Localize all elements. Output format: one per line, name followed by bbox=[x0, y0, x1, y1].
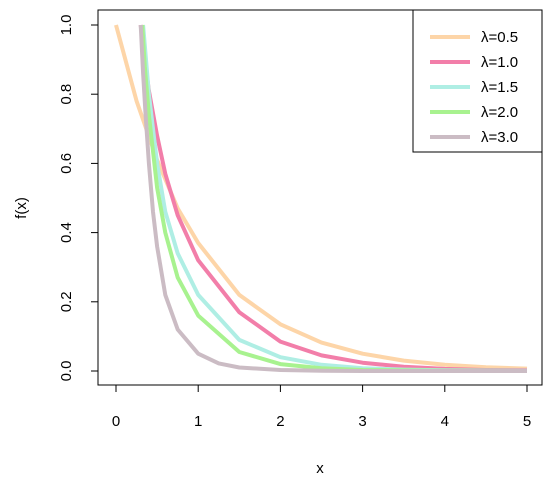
y-tick-label: 0.0 bbox=[58, 361, 75, 382]
y-tick-label: 0.8 bbox=[58, 84, 75, 105]
y-axis-title: f(x) bbox=[13, 197, 30, 219]
legend-label-2: λ=1.0 bbox=[481, 54, 518, 71]
legend-box bbox=[412, 9, 543, 153]
y-tick-label: 0.6 bbox=[58, 153, 75, 174]
y-tick-label: 1.0 bbox=[58, 15, 75, 36]
legend-label-4: λ=2.0 bbox=[481, 104, 518, 121]
x-tick-label: 2 bbox=[276, 413, 284, 430]
legend-label-5: λ=3.0 bbox=[481, 129, 518, 146]
y-tick-label: 0.2 bbox=[58, 291, 75, 312]
x-tick-label: 0 bbox=[112, 413, 120, 430]
x-tick-label: 4 bbox=[441, 413, 449, 430]
x-tick-label: 3 bbox=[358, 413, 366, 430]
axes: 0 1 2 3 4 5 0.0 0.2 0.4 0.6 0.8 1.0 x f(x) bbox=[13, 9, 543, 477]
series-line-5 bbox=[138, 24, 527, 373]
plot-area bbox=[114, 24, 528, 373]
legend-label-3: λ=1.5 bbox=[481, 79, 518, 96]
x-axis-title: x bbox=[316, 460, 324, 477]
legend: λ=0.5 λ=1.0 λ=1.5 λ=2.0 λ=3.0 bbox=[412, 9, 543, 153]
y-tick-label: 0.4 bbox=[58, 222, 75, 243]
x-tick-label: 5 bbox=[523, 413, 531, 430]
series-lines bbox=[114, 24, 528, 373]
x-tick-label: 1 bbox=[194, 413, 202, 430]
legend-label-1: λ=0.5 bbox=[481, 29, 518, 46]
